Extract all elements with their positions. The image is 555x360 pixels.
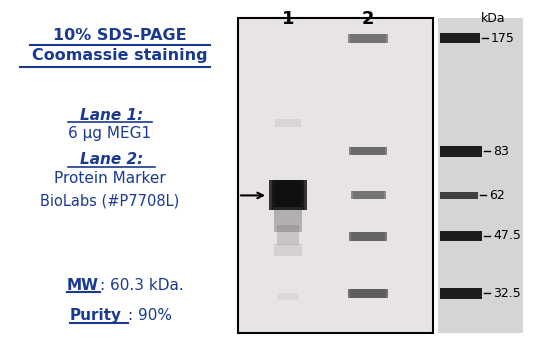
Text: Lane 1:: Lane 1: [80,108,144,123]
Bar [351,192,386,199]
Bar [353,192,384,199]
Text: 10% SDS-PAGE: 10% SDS-PAGE [53,28,187,43]
Bar [349,232,387,241]
Text: 6 μg MEG1: 6 μg MEG1 [68,126,152,141]
Bar [275,180,301,210]
Text: MW: MW [67,278,99,293]
Bar [277,293,299,300]
Bar [440,288,482,299]
Bar [275,119,301,127]
Bar [274,244,302,256]
Text: Protein Marker: Protein Marker [54,171,166,186]
Text: 32.5: 32.5 [493,287,521,300]
Bar [348,289,388,298]
Bar [348,34,388,43]
Bar [351,147,385,155]
Text: Purity: Purity [70,308,122,323]
Bar [277,225,299,246]
Text: BioLabs (#P7708L): BioLabs (#P7708L) [41,193,180,208]
Bar [351,232,385,241]
Bar [438,18,523,333]
Bar [274,207,302,233]
Text: 83: 83 [493,145,509,158]
Text: 47.5: 47.5 [493,229,521,242]
Bar [440,231,482,241]
Bar [272,180,304,210]
Bar [350,34,386,43]
Text: : 60.3 kDa.: : 60.3 kDa. [100,278,184,293]
Bar [440,192,478,199]
Text: 1: 1 [282,10,294,28]
Text: 175: 175 [491,32,515,45]
Bar [440,146,482,157]
Bar [349,147,387,155]
Text: Coomassie staining: Coomassie staining [32,48,208,63]
Bar [350,289,386,298]
Bar [269,180,307,210]
Text: 62: 62 [489,189,504,202]
Bar [440,33,480,43]
Text: Lane 2:: Lane 2: [80,152,144,167]
Text: 2: 2 [362,10,374,28]
Text: kDa: kDa [481,12,505,25]
Bar [238,18,433,333]
Text: : 90%: : 90% [128,308,172,323]
